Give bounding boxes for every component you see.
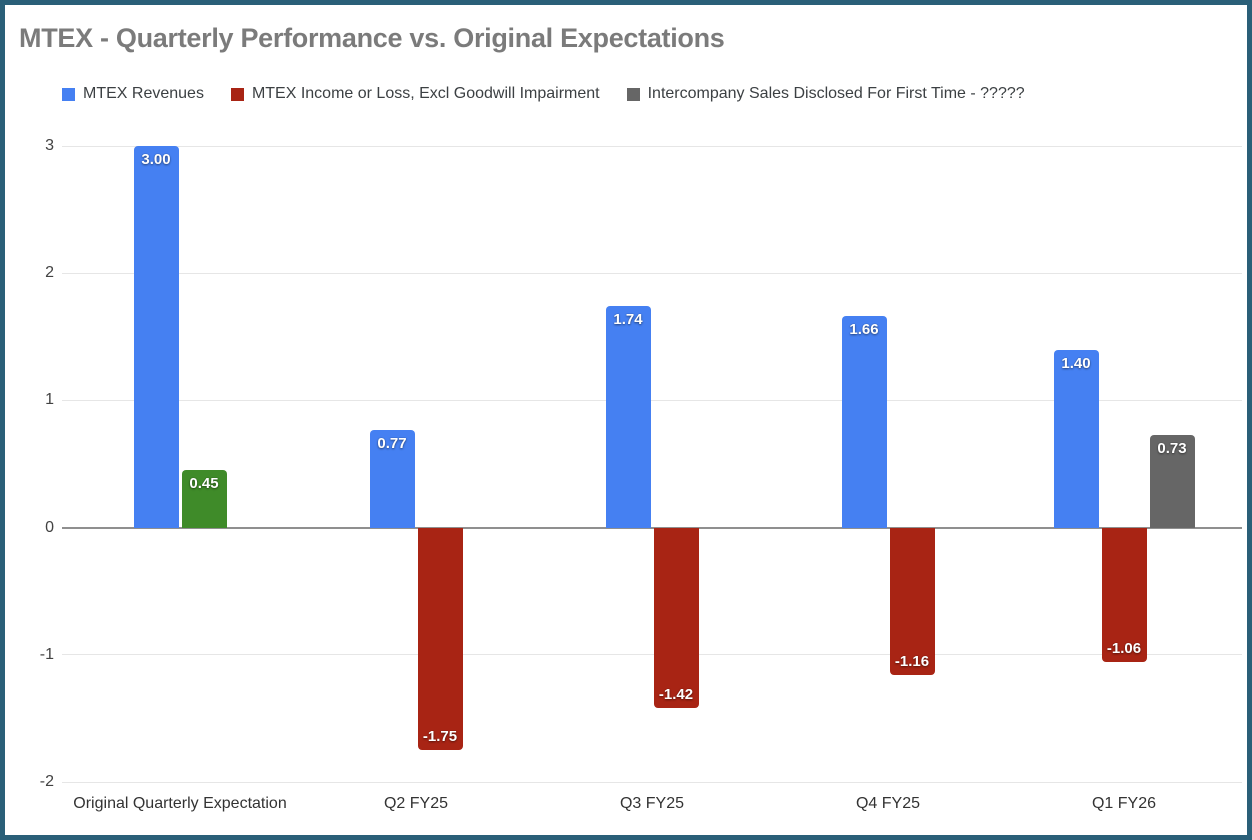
gridline (62, 654, 1242, 656)
bar: -1.16 (889, 527, 935, 676)
x-axis-category-label: Q4 FY25 (855, 795, 921, 812)
chart-title: MTEX - Quarterly Performance vs. Origina… (19, 23, 725, 53)
bar-value-label: 1.74 (613, 311, 643, 329)
y-axis-tick-label: 1 (45, 391, 54, 409)
bar-value-label: 1.66 (849, 321, 879, 339)
gridline (62, 399, 1242, 401)
y-axis-tick-label: -2 (39, 773, 54, 790)
bar: 0.73 (1149, 434, 1195, 528)
legend-item-2: Intercompany Sales Disclosed For First T… (626, 85, 1025, 103)
gridline (62, 781, 1242, 783)
legend-item-0: MTEX Revenues (62, 85, 204, 103)
legend-swatch-icon (626, 87, 640, 101)
bar: 0.45 (181, 470, 227, 528)
bar: -1.42 (653, 527, 699, 709)
bar-value-label: -1.75 (422, 728, 458, 746)
bar-value-label: 0.77 (377, 434, 407, 452)
bar-value-label: 3.00 (141, 151, 171, 168)
bar: 1.74 (605, 306, 651, 528)
bar-value-label: -1.16 (894, 653, 930, 671)
legend-item-label: MTEX Income or Loss, Excl Goodwill Impai… (251, 85, 600, 102)
legend-item-label: MTEX Revenues (83, 85, 204, 102)
gridline (62, 272, 1242, 274)
y-axis-tick-label: 3 (45, 137, 54, 154)
plot-area: 3 2 1 0 -1 -2 3.00 0.45 Original Quarterly Expec… (40, 137, 1242, 812)
bar: -1.06 (1101, 527, 1147, 663)
legend-swatch-icon (230, 87, 244, 101)
bar: 3.00 (133, 146, 179, 528)
zero-axis-line (62, 526, 1242, 529)
bar-value-label: -1.42 (658, 686, 694, 704)
bar: -1.75 (417, 527, 463, 751)
bar-value-label: 0.45 (189, 475, 219, 493)
bar: 0.77 (369, 429, 415, 528)
legend-item-label: Intercompany Sales Disclosed For First T… (647, 85, 1025, 102)
y-axis-tick-label: 0 (45, 518, 54, 536)
legend-item-1: MTEX Income or Loss, Excl Goodwill Impai… (230, 85, 600, 103)
x-axis-category-label: Q3 FY25 (619, 795, 685, 812)
chart-legend: MTEX Revenues MTEX Income or Loss, Excl G… (62, 85, 1025, 103)
gridline (62, 145, 1242, 147)
bar: 1.66 (841, 316, 887, 528)
x-axis-category-label: Original Quarterly Expectation (73, 795, 287, 812)
bar-value-label: 1.40 (1061, 354, 1091, 372)
bar-value-label: -1.06 (1106, 640, 1142, 658)
x-axis-category-label: Q2 FY25 (383, 795, 449, 812)
bar-value-label: 0.73 (1157, 439, 1187, 457)
y-axis-tick-label: -1 (39, 645, 54, 663)
legend-swatch-icon (62, 87, 75, 101)
y-axis-tick-label: 2 (45, 264, 54, 282)
bar: 1.40 (1053, 349, 1099, 528)
x-axis-category-label: Q1 FY26 (1091, 795, 1157, 812)
